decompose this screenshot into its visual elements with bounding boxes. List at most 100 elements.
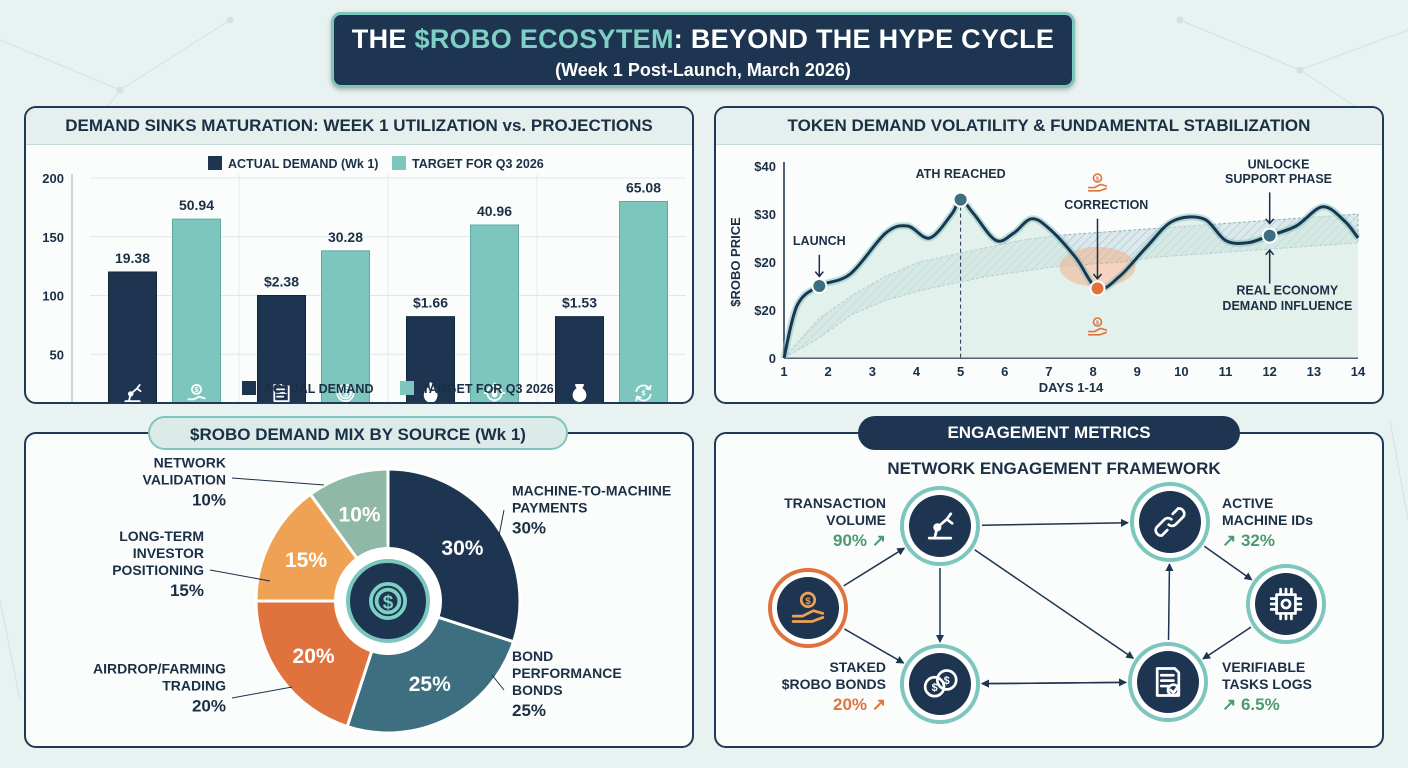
pie-label-line: VALIDATION bbox=[143, 472, 226, 488]
hand-coin-icon: $ bbox=[1087, 317, 1108, 336]
node-label: VERIFIABLE bbox=[1222, 659, 1305, 675]
pie-leader-line bbox=[231, 686, 293, 699]
node-value: 20% ↗ bbox=[833, 695, 886, 714]
annotation-correction: CORRECTION bbox=[1064, 198, 1148, 212]
pie-slice-pct: 30% bbox=[441, 537, 483, 560]
title-accent: $ROBO ECOSYTEM bbox=[414, 24, 674, 54]
dollar-coin-icon: $ bbox=[336, 384, 355, 402]
real-arrow bbox=[1265, 248, 1275, 284]
node-core bbox=[1139, 491, 1201, 553]
hand-coin-icon-part bbox=[791, 616, 825, 623]
flow-arrow bbox=[844, 628, 905, 664]
coins-icon-part bbox=[935, 669, 958, 691]
price-marker bbox=[1261, 227, 1278, 244]
dollar-coin-icon-part bbox=[336, 384, 355, 402]
bar-value-label: $1.53 bbox=[562, 295, 597, 311]
x-tick-label: 6 bbox=[1001, 364, 1008, 379]
price-marker bbox=[1089, 280, 1106, 297]
price-marker bbox=[811, 278, 828, 294]
hand-coin-icon: $ bbox=[791, 591, 825, 623]
x-tick-label: 13 bbox=[1307, 364, 1321, 379]
dollar-coin-icon-part bbox=[339, 386, 352, 400]
annotation-real-2: DEMAND INFLUENCE bbox=[1222, 299, 1352, 313]
bar-target bbox=[470, 224, 519, 402]
y-tick-label: 100 bbox=[42, 289, 64, 304]
bar-value-label: 65.08 bbox=[626, 180, 661, 196]
hand-coin-icon: $ bbox=[1087, 173, 1108, 192]
pie-label-pct: 15% bbox=[170, 581, 204, 600]
node-label: TRANSACTION bbox=[784, 495, 886, 511]
document-icon bbox=[273, 383, 290, 402]
legend-label-actual: ACTUAL DEMAND (Wk 1) bbox=[228, 157, 378, 171]
chain-link-icon-part bbox=[1167, 507, 1186, 528]
x-tick-label: 5 bbox=[957, 364, 964, 379]
recycle-coin-icon-part bbox=[635, 384, 651, 393]
bar-chart: ACTUAL DEMAND (Wk 1)TARGET FOR Q3 202605… bbox=[42, 156, 686, 402]
y-tick-label: $40 bbox=[754, 159, 776, 174]
x-tick-label: 11 bbox=[1219, 364, 1233, 379]
pie-leader-line bbox=[231, 477, 325, 486]
document-check-icon bbox=[1155, 667, 1181, 697]
annotation-ath: ATH REACHED bbox=[916, 167, 1006, 181]
legend-swatch-actual bbox=[208, 156, 222, 170]
pie-label-pct: 10% bbox=[192, 491, 226, 510]
coin-hand-icon: $ bbox=[187, 383, 206, 401]
bar-legend-bottom: ACTUAL DEMAND TARGET FOR Q3 2026 bbox=[242, 381, 554, 396]
legend-label-actual-bottom: ACTUAL DEMAND bbox=[264, 382, 374, 396]
y-tick-label: 150 bbox=[42, 230, 64, 245]
coins-icon-glyph: $ bbox=[944, 675, 950, 687]
title-start: THE bbox=[351, 24, 415, 54]
bar-target bbox=[172, 218, 221, 402]
launch-arrow bbox=[814, 254, 824, 278]
pie-label-line: LONG-TERM bbox=[119, 528, 204, 544]
dollar-coin-icon-part bbox=[368, 581, 408, 621]
recycle-coin-icon-part bbox=[645, 384, 652, 391]
node-value: 90% ↗ bbox=[833, 531, 886, 550]
pie-label-line: INVESTOR bbox=[133, 545, 204, 561]
node-label: VOLUME bbox=[826, 512, 886, 528]
node-label: TASKS LOGS bbox=[1222, 676, 1312, 692]
chip-icon-part bbox=[1275, 593, 1297, 615]
hand-coin-icon-part bbox=[1087, 331, 1108, 336]
chain-link-icon-part bbox=[1154, 516, 1173, 537]
hand-coin-icon-part bbox=[1087, 183, 1108, 189]
hand-coin-icon-part bbox=[791, 609, 825, 618]
engagement-title: ENGAGEMENT METRICS bbox=[858, 416, 1240, 450]
flow-arrow bbox=[843, 547, 906, 587]
x-tick-label: 2 bbox=[825, 364, 832, 379]
x-tick-label: 1 bbox=[780, 364, 787, 379]
coin-hand-icon-part bbox=[191, 383, 202, 395]
x-axis-title: DAYS 1-14 bbox=[1039, 380, 1104, 395]
line-chart-title: TOKEN DEMAND VOLATILITY & FUNDAMENTAL ST… bbox=[716, 108, 1382, 145]
dollar-coin-icon-glyph: $ bbox=[343, 389, 348, 399]
node-label: ACTIVE bbox=[1222, 495, 1273, 511]
document-icon-part bbox=[276, 388, 287, 398]
bar-value-label: 19.38 bbox=[115, 250, 150, 266]
document-icon-part bbox=[273, 383, 290, 402]
legend-swatch-target-bottom bbox=[400, 381, 414, 395]
robot-arm-icon bbox=[927, 512, 954, 540]
demand-sinks-panel: DEMAND SINKS MATURATION: WEEK 1 UTILIZAT… bbox=[24, 106, 694, 404]
hand-coin-icon-glyph: $ bbox=[805, 596, 811, 607]
document-check-icon-part bbox=[1155, 667, 1181, 697]
dollar-coin-icon-glyph: $ bbox=[383, 593, 394, 614]
bar-value-label: $2.38 bbox=[264, 274, 299, 290]
node-label: $ROBO BONDS bbox=[782, 676, 886, 692]
robot-arm-icon-part bbox=[136, 383, 142, 393]
y-tick-label: 200 bbox=[42, 171, 64, 186]
pie-label-pct: 30% bbox=[512, 519, 546, 538]
bar-target bbox=[321, 250, 370, 402]
chip-icon bbox=[1269, 587, 1303, 621]
x-tick-label: 14 bbox=[1351, 364, 1366, 379]
x-tick-label: 10 bbox=[1174, 364, 1188, 379]
annotation-unlock-1: UNLOCKE bbox=[1248, 157, 1310, 171]
pie-label-line: BOND bbox=[512, 648, 553, 664]
pie-chart: 30%MACHINE-TO-MACHINEPAYMENTS30%25%BONDP… bbox=[93, 455, 671, 735]
hand-coin-icon-part bbox=[799, 591, 817, 608]
document-check-icon-part bbox=[1166, 683, 1181, 697]
hand-coin-icon-part bbox=[1087, 327, 1108, 333]
gear-flame-icon-part bbox=[491, 388, 498, 398]
node-value: ↗ 32% bbox=[1222, 531, 1275, 550]
hand-coin-icon-glyph: $ bbox=[1096, 176, 1100, 182]
